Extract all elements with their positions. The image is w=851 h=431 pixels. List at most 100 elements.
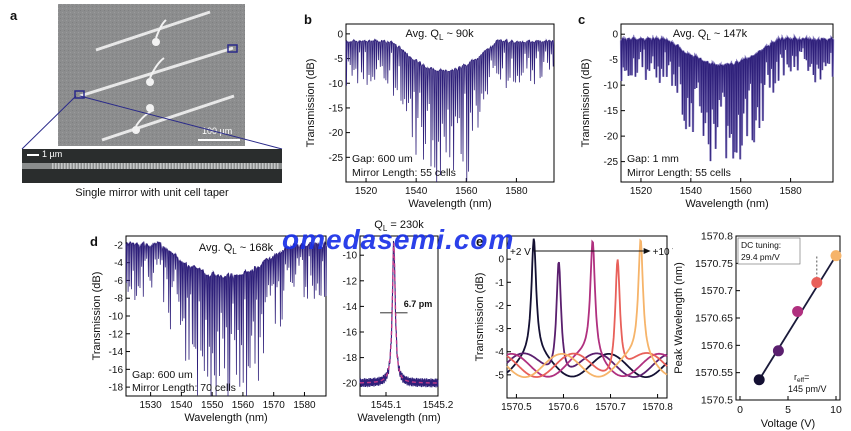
x-tick-label: 1580 — [505, 186, 528, 197]
y-tick-label: -12 — [109, 329, 124, 340]
sem-micrograph: 100 µm — [58, 4, 245, 146]
waveguide-2 — [79, 46, 234, 98]
x-tick-label: 1550 — [201, 400, 224, 411]
x-tick-label: 5 — [785, 404, 791, 416]
lorentzian-fit — [360, 243, 438, 384]
y-tick-label: -16 — [109, 365, 124, 376]
x-tick-label: 1560 — [455, 186, 478, 197]
panel-a-caption: Single mirror with unit cell taper — [75, 187, 229, 199]
r-eff-value: 145 pm/V — [788, 384, 827, 394]
y-tick-label: 1570.5 — [701, 395, 733, 407]
y-tick-label: -18 — [109, 383, 124, 394]
chart-title: Avg. QL ~ 90k — [406, 28, 475, 42]
annotation-mirror-length: Mirror Length: 55 cells — [352, 167, 456, 179]
chart-b: 1520 1540 1560 1580 0 -5 -10 -15 -20 -25 Wavelengt… — [305, 23, 555, 210]
y-tick-label: 1570.55 — [695, 367, 733, 379]
tuning-arrow-head — [643, 248, 651, 255]
dc-tuning-value: 29.4 pm/V — [741, 252, 780, 262]
x-tick-label: 1580 — [779, 186, 802, 197]
x-tick-label: 1570.8 — [642, 402, 673, 413]
y-tick-label: -20 — [343, 379, 358, 390]
y-tick-label: -6 — [114, 276, 123, 287]
y-tick-label: -5 — [334, 54, 343, 65]
x-axis-label: Wavelength (nm) — [357, 412, 440, 424]
x-axis-label: Wavelength (nm) — [685, 198, 768, 210]
y-axis-label: Transmission (dB) — [305, 59, 317, 148]
y-tick-label: 1570.7 — [701, 285, 733, 297]
tuning-trace — [506, 239, 668, 378]
annotation-gap: Gap: 600 um — [132, 369, 193, 381]
panel-letter-b: b — [304, 12, 312, 27]
sem-drawing — [58, 4, 245, 146]
chart-d-inset: 1545.1 1545.2 -10 -12 -14 -16 -18 -20 Wavelength… — [343, 219, 454, 424]
scale-bar-1um: 1 µm — [42, 149, 63, 159]
fit-line — [758, 255, 837, 381]
y-tick-label: 0 — [612, 30, 618, 41]
x-tick-label: 1570 — [263, 400, 286, 411]
spectrum-trace — [620, 35, 834, 162]
y-tick-label: -10 — [343, 251, 358, 262]
data-point — [772, 345, 784, 357]
y-tick-label: -15 — [604, 106, 619, 117]
chart-d: 1530 1540 1550 1560 1570 1580 -2 -4 -6 -8 -10 -12 -1… — [91, 235, 327, 424]
x-tick-label: 1570.7 — [595, 402, 626, 413]
annotation-gap: Gap: 1 mm — [627, 153, 679, 165]
x-tick-label: 1520 — [630, 186, 653, 197]
y-tick-label: -4 — [114, 258, 123, 269]
label-plus-10v: +10 V — [653, 247, 673, 258]
y-tick-label: -10 — [329, 79, 344, 90]
panel-letter-d: d — [90, 234, 98, 249]
y-tick-label: -14 — [109, 347, 124, 358]
y-tick-label: -5 — [609, 55, 618, 66]
panel-letter-c: c — [578, 12, 586, 27]
y-tick-label: -25 — [329, 153, 344, 164]
resonance-trace — [359, 240, 439, 388]
y-tick-label: -18 — [343, 353, 358, 364]
data-point — [792, 305, 804, 317]
plot-frame — [345, 23, 555, 183]
watermark-text: omedasemi.com — [282, 224, 515, 255]
tuning-trace — [506, 261, 668, 378]
zoomed-mirror-image: 1 µm — [22, 149, 282, 183]
y-tick-label: -1 — [495, 278, 504, 289]
dc-tuning-label: DC tuning: — [741, 240, 781, 250]
y-tick-label: -20 — [329, 128, 344, 139]
plot-frame — [506, 235, 668, 399]
chart-title: Avg. QL ~ 168k — [199, 242, 274, 256]
y-tick-label: 1570.65 — [695, 313, 733, 325]
chart-title: QL = 230k — [374, 219, 424, 233]
x-axis-label: Wavelength (nm) — [184, 412, 267, 424]
x-axis-label: Voltage (V) — [761, 418, 815, 430]
chart-c: 1520 1540 1560 1580 0 -5 -10 -15 -20 -25 Wavelengt… — [580, 23, 835, 210]
annotation-gap: Gap: 600 um — [352, 153, 413, 165]
scale-bar-100um: 100 µm — [202, 126, 233, 136]
label-plus-2v: +2 V — [510, 247, 531, 258]
x-tick-label: 1520 — [355, 186, 378, 197]
x-tick-label: 1560 — [232, 400, 255, 411]
plot-frame — [620, 23, 834, 183]
plot-frame — [359, 235, 439, 397]
x-axis-label: Wavelength (nm) — [408, 198, 491, 210]
spectrum-trace — [125, 240, 327, 397]
y-tick-label: -8 — [114, 294, 123, 305]
chart-e: 1570.5 1570.6 1570.7 1570.8 0 -1 -2 -3 -4 -5 Trans… — [474, 235, 673, 413]
y-axis-label: Transmission (dB) — [474, 273, 486, 362]
data-point — [753, 374, 765, 386]
y-tick-label: 1570.6 — [701, 340, 733, 352]
y-tick-label: 1570.75 — [695, 258, 733, 270]
y-tick-label: -15 — [329, 103, 344, 114]
y-axis-label: Peak Wavelength (nm) — [673, 262, 685, 373]
x-tick-label: 1540 — [680, 186, 703, 197]
annotation-mirror-length: Mirror Length: 55 cells — [627, 167, 731, 179]
y-axis-label: Transmission (dB) — [580, 59, 592, 148]
x-tick-label: 1540 — [170, 400, 193, 411]
x-tick-label: 1530 — [139, 400, 162, 411]
panel-letter-e: e — [476, 234, 484, 249]
y-tick-label: -14 — [343, 302, 358, 313]
chart-title: Avg. QL ~ 147k — [673, 28, 748, 42]
y-tick-label: -4 — [495, 347, 504, 358]
fwhm-label: 6.7 pm — [404, 299, 433, 309]
y-tick-label: -10 — [109, 312, 124, 323]
tuning-trace — [506, 238, 668, 378]
x-tick-label: 1545.2 — [423, 400, 454, 411]
